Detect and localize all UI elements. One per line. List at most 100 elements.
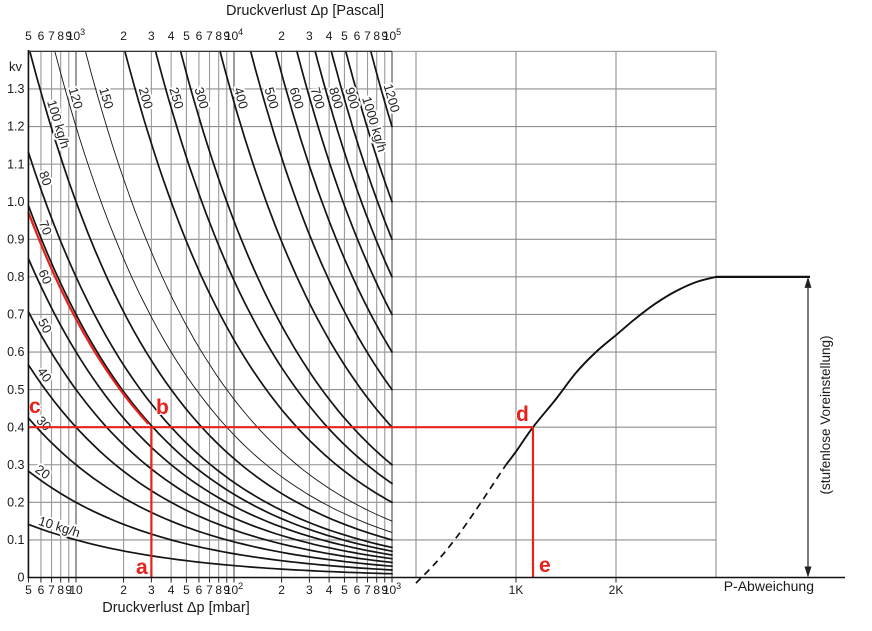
kv-tick: 0 [18,571,25,585]
kv-tick: 0.7 [7,308,24,322]
top-axis-title: Druckverlust Δp [Pascal] [226,3,384,19]
red-marker-b: b [156,396,169,419]
flow-curve-600 [274,50,393,353]
flow-curve-10 [27,523,393,575]
preset-curve-dashed [415,464,507,584]
pascal-tick: 3 [148,29,155,43]
preset-range-label: (stufenlose Voreinstellung) [818,335,833,495]
pascal-tick: 3 [306,29,313,43]
flow-curve-800 [314,50,393,278]
mbar-tick: 7 [48,583,55,597]
flow-curve-500 [249,50,393,391]
mbar-tick: 9 [223,583,230,597]
mbar-tick: 3 [306,583,313,597]
mbar-tick: 4 [168,583,175,597]
flow-curves [27,50,393,575]
pascal-tick: 7 [206,29,213,43]
kv-axis-title: kv [9,59,22,74]
mbar-tick: 9 [381,583,388,597]
flow-curve-1000 [344,50,393,203]
bottom-axis-title: Druckverlust Δp [mbar] [102,600,250,616]
mbar-tick: 7 [206,583,213,597]
pascal-tick: 9 [65,29,72,43]
kv-tick: 0.2 [7,496,24,510]
pascal-tick: 103 [67,27,85,43]
red-reading-path: a b c d e [27,211,552,580]
pascal-tick: 5 [25,29,32,43]
mbar-tick: 5 [25,583,32,597]
mbar-tick: 5 [183,583,190,597]
flow-curve-150 [85,50,393,522]
pascal-tick: 105 [383,27,401,43]
pascal-tick: 8 [57,29,64,43]
mbar-tick: 6 [38,583,45,597]
mbar-tick: 10 [69,583,83,597]
kv-tick: 0.4 [7,420,24,434]
p-deviation-label: P-Abweichung [723,578,814,594]
mbar-tick: 5 [341,583,348,597]
flow-curve-40 [27,364,393,564]
flow-curve-label-50: 50 [35,316,55,336]
flow-curve-900 [330,50,393,241]
pascal-tick: 5 [341,29,348,43]
mbar-tick: 6 [196,583,203,597]
pascal-tick: 8 [373,29,380,43]
flow-curve-label-10: 10 kg/h [37,513,82,540]
preset-curve-solid [505,275,717,466]
flow-curve-50 [27,310,393,560]
red-marker-e: e [539,554,551,577]
pascal-tick: 6 [196,29,203,43]
kv-tick: 0.6 [7,345,24,359]
flow-curve-60 [27,257,393,556]
mbar-tick: 8 [373,583,380,597]
kv-tick: 1.2 [7,120,24,134]
mbar-tick: 4 [326,583,333,597]
mbar-tick: 8 [215,583,222,597]
red-flow-segment [27,211,150,425]
flow-curve-80 [27,151,393,549]
pascal-tick: 6 [38,29,45,43]
kv-tick: 0.1 [7,533,24,547]
pascal-tick: 104 [225,27,243,43]
mbar-tick: 102 [225,581,243,597]
kv-tick: 1.1 [7,157,24,171]
flow-curve-label-80: 80 [36,169,55,188]
preset-tick: 2K [609,583,624,597]
mbar-tick: 2 [120,583,127,597]
flow-curve-1200 [369,50,393,128]
mbar-tick: 6 [354,583,361,597]
pascal-tick: 2 [120,29,127,43]
mbar-tick: 8 [57,583,64,597]
red-marker-a: a [136,556,148,579]
flow-curve-20 [27,470,393,571]
mbar-tick: 7 [364,583,371,597]
flow-curve-70 [27,204,393,553]
pascal-tick: 2 [278,29,285,43]
kv-tick: 0.9 [7,232,24,246]
red-marker-d: d [516,403,529,426]
mbar-tick: 103 [383,581,401,597]
pascal-tick: 9 [381,29,388,43]
kv-tick: 0.5 [7,383,24,397]
kv-tick: 0.8 [7,270,24,284]
flow-curve-120 [54,50,393,533]
pascal-tick: 4 [168,29,175,43]
kv-tick: 1.0 [7,195,24,209]
flow-curve-250 [154,50,393,485]
mbar-tick: 9 [65,583,72,597]
preset-tick: 1K [509,583,524,597]
red-marker-c: c [29,395,41,418]
pascal-tick: 8 [215,29,222,43]
axes [27,50,845,583]
kv-tick: 1.3 [7,82,24,96]
kv-tick: 0.3 [7,458,24,472]
mbar-tick: 3 [148,583,155,597]
pascal-tick: 6 [354,29,361,43]
mbar-tick: 2 [278,583,285,597]
flow-curve-700 [296,50,393,316]
pascal-tick: 4 [326,29,333,43]
flow-curve-100 [28,50,393,541]
